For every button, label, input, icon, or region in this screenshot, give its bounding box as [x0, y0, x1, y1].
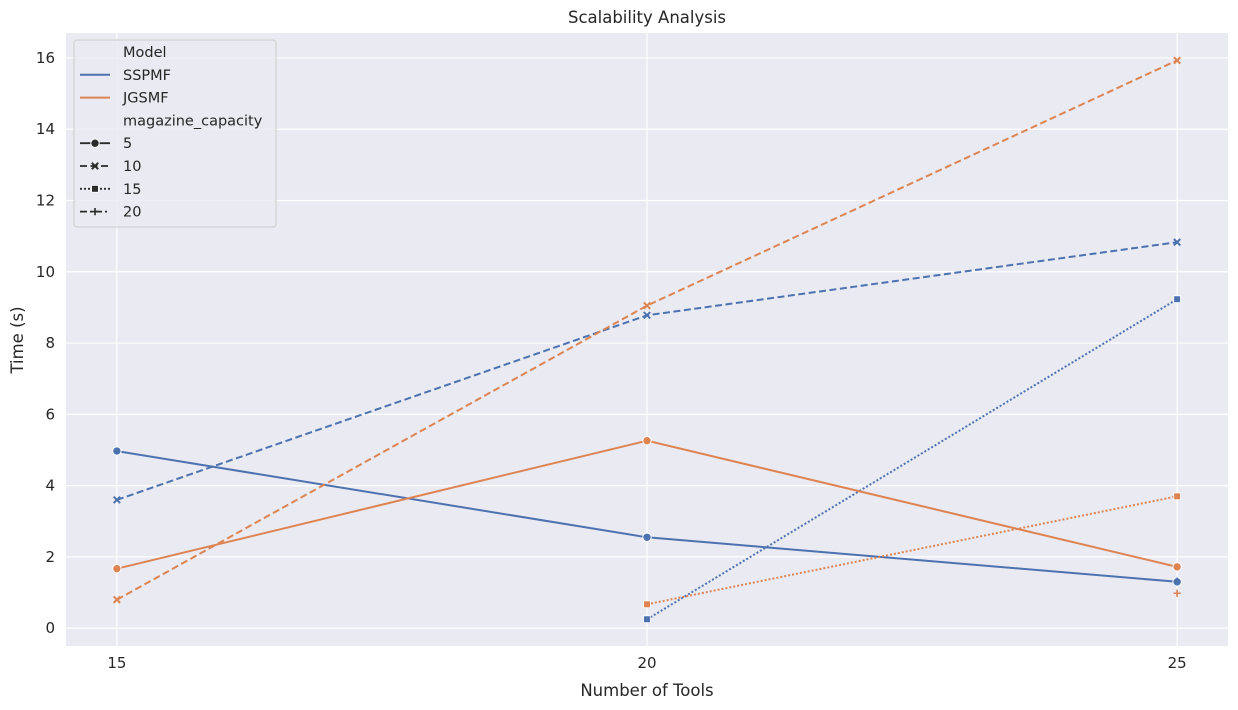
legend-item-label: 10: [123, 159, 141, 175]
data-point: [642, 532, 652, 542]
data-point: [643, 311, 651, 320]
data-point: [1173, 589, 1181, 597]
y-tick-label: 0: [45, 619, 55, 637]
y-tick-label: 4: [45, 477, 55, 495]
data-point: [1173, 238, 1182, 247]
legend-item-label: JGSMF: [122, 91, 169, 107]
x-axis-label: Number of Tools: [580, 681, 713, 700]
legend-title-model: Model: [123, 45, 167, 61]
data-point: [643, 615, 651, 624]
series-sspmf-capacity-15: [643, 295, 1181, 624]
data-point: [1172, 562, 1182, 572]
series-layer: [112, 56, 1182, 624]
y-tick-label: 14: [36, 120, 55, 138]
data-point: [112, 495, 121, 504]
data-point: [642, 436, 652, 446]
y-axis-label: Time (s): [8, 306, 27, 374]
x-tick-label: 15: [107, 654, 126, 672]
axis-ticks: 0 2 4 6 8 10 12 14 16 15 20 25: [36, 49, 1187, 672]
series-jgsmf-capacity-10: [112, 56, 1182, 604]
chart-title: Scalability Analysis: [568, 8, 726, 27]
x-tick-label: 20: [637, 654, 656, 672]
y-tick-label: 6: [45, 405, 55, 423]
y-tick-label: 2: [45, 548, 55, 566]
legend-item-label: 15: [123, 182, 141, 198]
series-jgsmf-capacity-15: [643, 492, 1181, 609]
series-jgsmf-capacity-5: [112, 436, 1182, 574]
data-point: [112, 595, 121, 604]
data-point: [1173, 295, 1181, 304]
series-sspmf-capacity-20: [1173, 577, 1181, 585]
legend-marker: [91, 184, 99, 193]
y-tick-label: 10: [36, 263, 55, 281]
y-tick-label: 16: [36, 49, 55, 67]
legend: Model SSPMF JGSMF magazine_capacity 5 10 15 20: [73, 39, 277, 228]
legend-box: [73, 39, 277, 228]
data-point: [1173, 492, 1181, 501]
legend-item-label: SSPMF: [123, 68, 171, 84]
y-tick-label: 12: [36, 192, 55, 210]
data-point: [643, 600, 651, 609]
data-point: [643, 301, 651, 310]
legend-item-label: 5: [123, 136, 132, 152]
y-tick-label: 8: [45, 334, 55, 352]
legend-marker: [91, 162, 99, 170]
series-line: [116, 59, 1178, 601]
legend-marker: [91, 208, 99, 216]
legend-item-label: 20: [123, 205, 141, 221]
series-jgsmf-capacity-20: [1173, 589, 1181, 597]
data-point: [1173, 577, 1181, 585]
legend-title-capacity: magazine_capacity: [123, 113, 263, 129]
x-tick-label: 25: [1168, 654, 1187, 672]
data-point: [112, 446, 122, 456]
series-line: [646, 298, 1178, 621]
data-point: [1173, 56, 1182, 65]
legend-marker: [90, 138, 100, 148]
series-sspmf-capacity-10: [112, 238, 1182, 504]
data-point: [112, 563, 122, 574]
